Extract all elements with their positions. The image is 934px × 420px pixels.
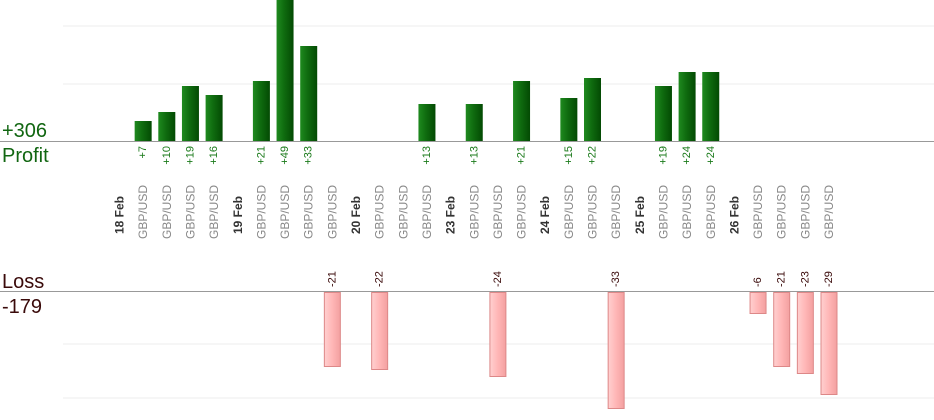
loss-value-label: -33 bbox=[610, 271, 622, 287]
profit-bar bbox=[276, 0, 294, 141]
loss-value-label: -21 bbox=[326, 271, 338, 287]
loss-bar bbox=[773, 292, 791, 367]
loss-bar bbox=[820, 292, 838, 395]
profit-value-label: +21 bbox=[516, 146, 528, 165]
pair-label: GBP/USD bbox=[751, 185, 765, 239]
profit-bar bbox=[513, 81, 531, 141]
loss-value-label: -22 bbox=[374, 271, 386, 287]
profit-bar bbox=[678, 72, 696, 141]
pair-label: GBP/USD bbox=[515, 185, 529, 239]
pair-label: GBP/USD bbox=[396, 185, 410, 239]
loss-total: -179 bbox=[2, 296, 43, 318]
profit-bar bbox=[418, 104, 436, 141]
profit-value-label: +19 bbox=[657, 146, 669, 165]
pair-label: GBP/USD bbox=[491, 185, 505, 239]
profit-bar bbox=[181, 86, 199, 141]
pair-label: GBP/USD bbox=[609, 185, 623, 239]
pair-label: GBP/USD bbox=[798, 185, 812, 239]
loss-value-label: -21 bbox=[776, 271, 788, 287]
profit-value-label: +33 bbox=[303, 146, 315, 165]
profit-value-label: +16 bbox=[208, 146, 220, 165]
profit-value-label: +13 bbox=[468, 146, 480, 165]
profit-value-label: +24 bbox=[705, 146, 717, 165]
profit-value-label: +7 bbox=[137, 146, 149, 159]
profit-total: +306 bbox=[2, 120, 48, 142]
profit-value-label: +22 bbox=[587, 146, 599, 165]
pair-label: GBP/USD bbox=[325, 185, 339, 239]
pair-label: GBP/USD bbox=[278, 185, 292, 239]
loss-value-label: -23 bbox=[799, 271, 811, 287]
pair-label: GBP/USD bbox=[302, 185, 316, 239]
profit-value-label: +13 bbox=[421, 146, 433, 165]
profit-value-label: +24 bbox=[681, 146, 693, 165]
pair-label: GBP/USD bbox=[562, 185, 576, 239]
pair-label: GBP/USD bbox=[373, 185, 387, 239]
profit-value-label: +49 bbox=[279, 146, 291, 165]
loss-value-label: -6 bbox=[752, 277, 764, 287]
loss-bar bbox=[489, 292, 507, 377]
loss-bar bbox=[607, 292, 625, 409]
loss-label: Loss bbox=[2, 271, 45, 293]
loss-bar bbox=[796, 292, 814, 374]
pair-label: GBP/USD bbox=[775, 185, 789, 239]
profit-bar bbox=[465, 104, 483, 141]
profit-value-label: +15 bbox=[563, 146, 575, 165]
date-label: 26 Feb bbox=[727, 196, 741, 234]
loss-bar bbox=[371, 292, 389, 370]
profit-value-label: +10 bbox=[161, 146, 173, 165]
pair-label: GBP/USD bbox=[822, 185, 836, 239]
profit-value-label: +19 bbox=[184, 146, 196, 165]
pair-label: GBP/USD bbox=[183, 185, 197, 239]
pair-label: GBP/USD bbox=[704, 185, 718, 239]
loss-bar bbox=[749, 292, 767, 314]
pair-label: GBP/USD bbox=[680, 185, 694, 239]
pair-label: GBP/USD bbox=[254, 185, 268, 239]
profit-bar bbox=[300, 46, 318, 141]
pair-label: GBP/USD bbox=[467, 185, 481, 239]
profit-bar bbox=[158, 112, 176, 141]
loss-value-label: -29 bbox=[823, 271, 835, 287]
pair-label: GBP/USD bbox=[586, 185, 600, 239]
loss-value-label: -24 bbox=[492, 271, 504, 287]
bars bbox=[134, 0, 838, 409]
date-label: 24 Feb bbox=[538, 196, 552, 234]
pair-label: GBP/USD bbox=[160, 185, 174, 239]
date-label: 23 Feb bbox=[444, 196, 458, 234]
labels: 18 Feb GBP/USD +7 GBP/USD +10 GBP/USD +19 GBP/U… bbox=[113, 146, 837, 287]
loss-bar bbox=[323, 292, 341, 367]
date-label: 19 Feb bbox=[231, 196, 245, 234]
profit-label: Profit bbox=[2, 145, 49, 167]
pair-label: GBP/USD bbox=[420, 185, 434, 239]
pair-label: GBP/USD bbox=[656, 185, 670, 239]
profit-bar bbox=[560, 98, 578, 141]
date-label: 25 Feb bbox=[633, 196, 647, 234]
profit-bar bbox=[584, 78, 601, 141]
date-label: 18 Feb bbox=[113, 196, 127, 234]
profit-bar bbox=[702, 72, 720, 141]
profit-bar bbox=[252, 81, 270, 141]
date-label: 20 Feb bbox=[349, 196, 363, 234]
profit-value-label: +21 bbox=[255, 146, 267, 165]
axes bbox=[0, 141, 934, 292]
profit-bar bbox=[205, 95, 223, 141]
profit-bar bbox=[654, 86, 672, 141]
profit-bar bbox=[134, 121, 152, 141]
pair-label: GBP/USD bbox=[207, 185, 221, 239]
pair-label: GBP/USD bbox=[136, 185, 150, 239]
